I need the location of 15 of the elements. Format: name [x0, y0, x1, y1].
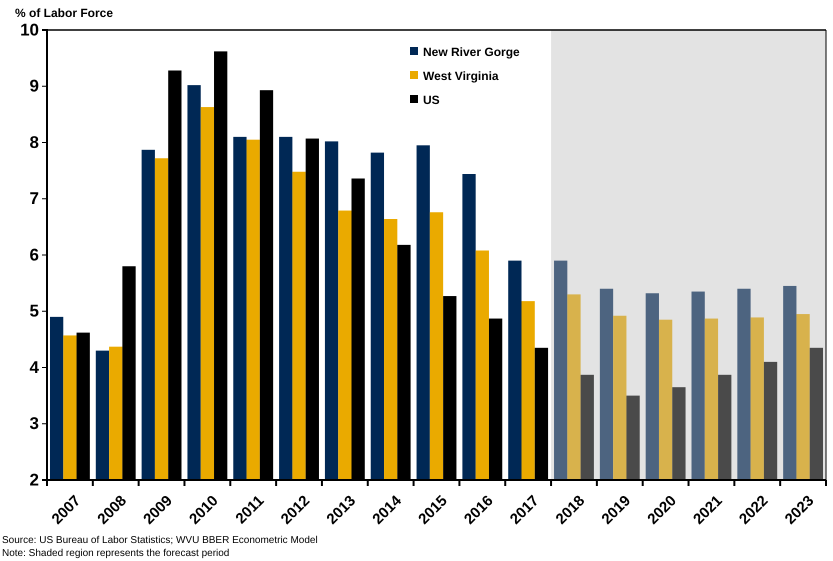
legend-label: West Virginia	[423, 69, 499, 83]
y-axis-title: % of Labor Force	[15, 6, 114, 20]
y-tick-label: 7	[30, 189, 39, 208]
y-tick-label: 3	[30, 414, 39, 434]
y-tick-label: 10	[20, 20, 39, 40]
y-tick-label: 4	[30, 358, 40, 377]
y-tick-label: 5	[30, 302, 39, 321]
source-note: Source: US Bureau of Labor Statistics; WVU BBER Econometric Model	[2, 535, 318, 546]
y-tick-label: 9	[30, 76, 39, 96]
legend-label: US	[423, 93, 440, 107]
text: Note: Shaded region represents the forecast period	[2, 548, 230, 559]
y-tick-label: 6	[30, 245, 39, 264]
y-tick-label: 8	[30, 132, 39, 152]
y-tick-label: 2	[30, 470, 39, 490]
legend-label: New River Gorge	[423, 45, 520, 59]
